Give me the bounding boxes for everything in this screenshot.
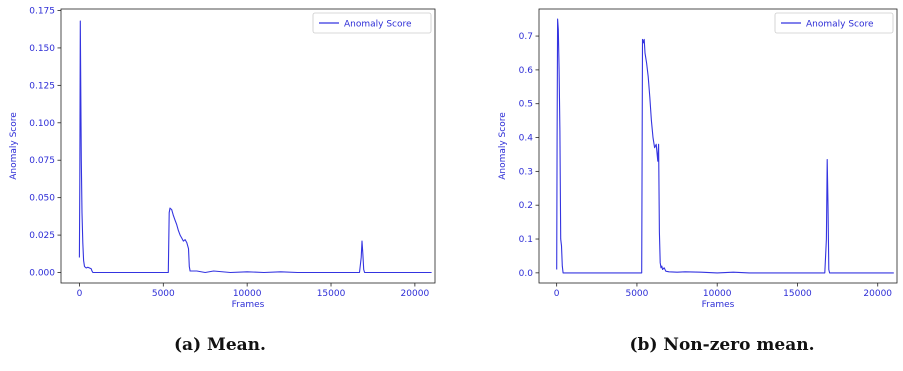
x-tick-label: 0 <box>77 289 83 299</box>
legend-box <box>312 12 432 34</box>
x-tick-label: 0 <box>554 289 560 299</box>
y-tick-label: 0.025 <box>29 231 55 241</box>
x-tick-label: 10000 <box>233 289 262 299</box>
y-tick-label: 0.1 <box>519 235 533 245</box>
series-line-anomaly-score <box>556 18 894 274</box>
y-tick-label: 0.2 <box>519 201 533 211</box>
y-tick-label: 0.3 <box>519 167 533 177</box>
y-axis-title: Anomaly Score <box>498 112 508 180</box>
x-tick-label: 10000 <box>703 289 732 299</box>
y-tick-label: 0.100 <box>29 119 55 129</box>
x-tick-label: 5000 <box>625 289 648 299</box>
y-tick-label: 0.050 <box>29 194 55 204</box>
plot-frame <box>538 8 898 284</box>
y-tick-label: 0.0 <box>519 269 534 279</box>
chart-mean: 0 5000 10000 15000 20000 0.000 0.025 0.050 0.075… <box>9 6 436 310</box>
y-tick-label: 0.5 <box>519 100 533 110</box>
legend-label: Anomaly Score <box>344 20 412 30</box>
caption-mean: (a) Mean. <box>174 335 266 355</box>
y-axis-title: Anomaly Score <box>9 112 19 180</box>
y-tick-label: 0.4 <box>519 134 534 144</box>
caption-nonzero-mean: (b) Non-zero mean. <box>629 335 815 355</box>
chart-nonzero-mean: 0 5000 10000 15000 20000 0.0 0.1 0.2 0.3 0.4 0.5 0.… <box>498 8 898 310</box>
y-tick-label: 0.150 <box>29 44 55 54</box>
chart-panel-mean: 0 5000 10000 15000 20000 0.000 0.025 0.050 0.075… <box>9 6 436 355</box>
x-tick-label: 20000 <box>401 289 430 299</box>
legend-box <box>774 12 894 34</box>
y-tick-label: 0.7 <box>519 32 533 42</box>
series-line-anomaly-score <box>78 20 432 274</box>
y-tick-label: 0.075 <box>29 156 55 166</box>
x-tick-label: 20000 <box>863 289 892 299</box>
y-tick-label: 0.125 <box>29 81 55 91</box>
x-tick-label: 15000 <box>317 289 346 299</box>
x-tick-label: 15000 <box>783 289 812 299</box>
plot-frame <box>60 8 436 284</box>
x-axis-title: Frames <box>232 300 265 310</box>
chart-panel-nonzero-mean: 0 5000 10000 15000 20000 0.0 0.1 0.2 0.3 0.4 0.5 0.… <box>452 0 903 371</box>
x-tick-label: 5000 <box>152 289 175 299</box>
x-axis-title: Frames <box>702 300 735 310</box>
legend-label: Anomaly Score <box>806 20 874 30</box>
y-tick-label: 0.6 <box>519 66 534 76</box>
y-tick-label: 0.175 <box>29 6 55 16</box>
y-tick-label: 0.000 <box>29 269 55 279</box>
